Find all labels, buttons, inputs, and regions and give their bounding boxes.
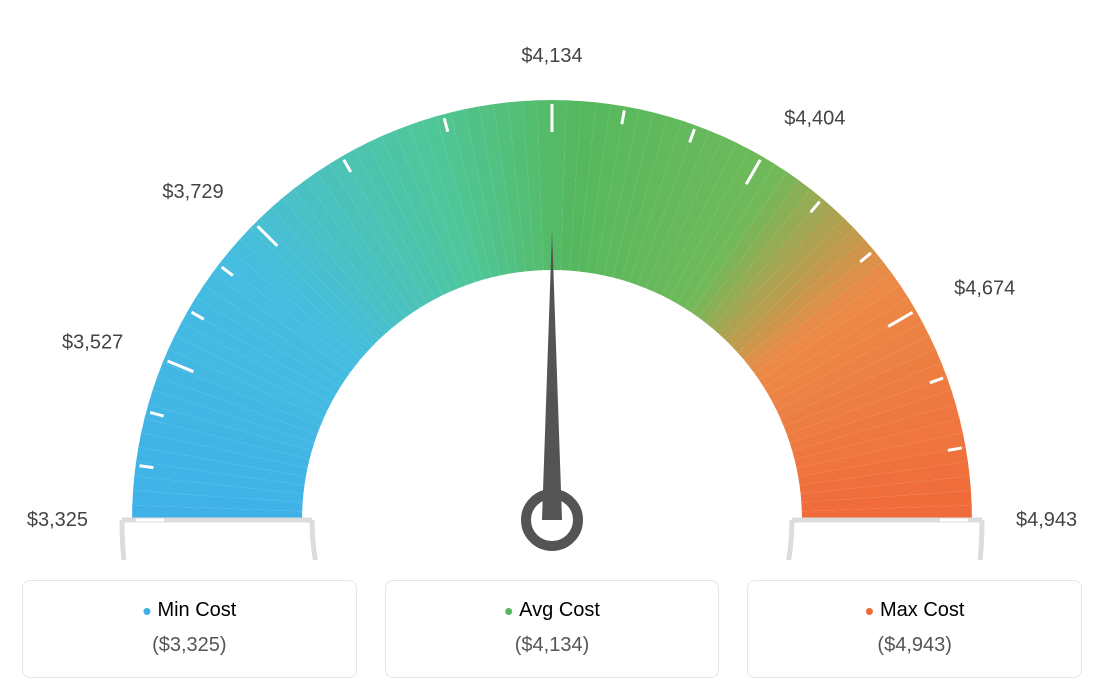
- gauge-svg: $3,325 $3,527 $3,729 $4,134 $4,404 $4,674 $4,9…: [22, 20, 1082, 560]
- gauge-tick-label: $3,527: [62, 332, 123, 354]
- gauge-tick-label: $4,943: [1016, 509, 1077, 531]
- legend-card-avg: •Avg Cost ($4,134): [385, 580, 720, 678]
- legend-value-avg: ($4,134): [396, 634, 709, 657]
- gauge-needle: [526, 230, 578, 546]
- legend-title-text: Min Cost: [157, 599, 236, 621]
- gauge-tick-label: $3,325: [27, 509, 88, 531]
- legend-value-min: ($3,325): [33, 634, 346, 657]
- dot-icon: •: [142, 596, 151, 626]
- legend-title-min: •Min Cost: [33, 599, 346, 622]
- gauge-tick-label: $4,674: [954, 278, 1015, 300]
- legend-title-max: •Max Cost: [758, 599, 1071, 622]
- dot-icon: •: [504, 596, 513, 626]
- gauge-chart: $3,325 $3,527 $3,729 $4,134 $4,404 $4,674 $4,9…: [22, 20, 1082, 560]
- legend-row: •Min Cost ($3,325) •Avg Cost ($4,134) •M…: [22, 580, 1082, 678]
- legend-card-max: •Max Cost ($4,943): [747, 580, 1082, 678]
- legend-title-avg: •Avg Cost: [396, 599, 709, 622]
- legend-card-min: •Min Cost ($3,325): [22, 580, 357, 678]
- legend-title-text: Avg Cost: [519, 599, 600, 621]
- dot-icon: •: [865, 596, 874, 626]
- legend-value-max: ($4,943): [758, 634, 1071, 657]
- gauge-tick-label: $4,134: [521, 45, 582, 67]
- gauge-outline: [122, 520, 982, 560]
- gauge-tick-label: $4,404: [784, 107, 845, 129]
- gauge-tick-label: $3,729: [162, 181, 223, 203]
- legend-title-text: Max Cost: [880, 599, 964, 621]
